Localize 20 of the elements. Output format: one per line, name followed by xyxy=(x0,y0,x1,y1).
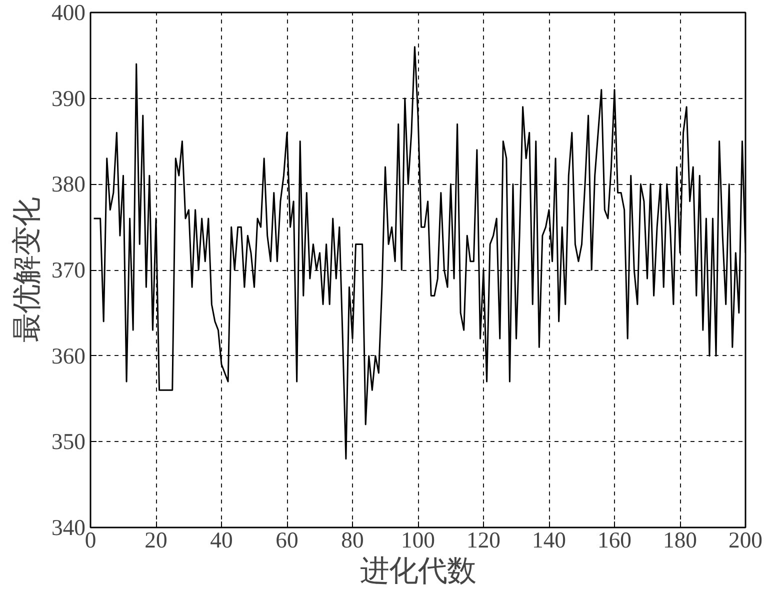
y-tick-label: 370 xyxy=(52,258,86,282)
x-tick-label: 60 xyxy=(276,528,298,552)
x-axis-title: 进化代数 xyxy=(360,556,476,588)
y-tick-label: 390 xyxy=(52,86,86,111)
x-tick-label: 120 xyxy=(466,528,500,552)
y-tick-label: 360 xyxy=(52,343,86,368)
x-tick-label: 20 xyxy=(144,528,168,552)
x-tick-label: 180 xyxy=(663,528,697,552)
x-tick-label: 200 xyxy=(728,528,762,552)
y-tick-label: 340 xyxy=(52,515,86,540)
x-tick-label: 40 xyxy=(210,528,233,552)
y-tick-label: 350 xyxy=(52,429,86,454)
x-tick-label: 140 xyxy=(532,528,566,552)
x-tick-label: 160 xyxy=(598,528,632,552)
y-tick-label: 400 xyxy=(52,0,86,25)
x-tick-label: 100 xyxy=(401,528,435,552)
x-tick-label: 80 xyxy=(341,528,364,552)
x-tick-label: 0 xyxy=(84,528,96,552)
y-axis-title: 最优解变化 xyxy=(12,198,44,342)
y-tick-label: 380 xyxy=(52,172,86,197)
